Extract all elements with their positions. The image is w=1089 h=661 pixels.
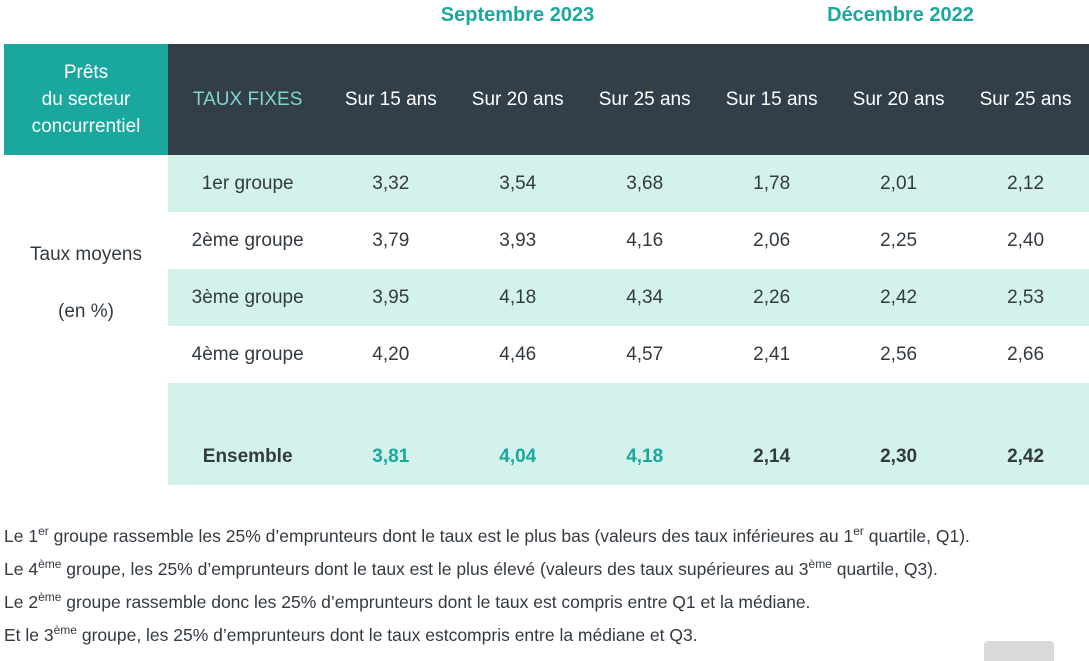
table-cell: 2,42 [880,286,918,308]
table-cell: 4,18 [499,286,537,308]
header-label: TAUX FIXES [192,88,303,110]
footnotes: Le 1er groupe rassemble les 25% d’emprun… [4,520,1084,652]
table-cell: 2,56 [880,343,918,365]
column-header: Sur 15 ans [344,88,437,110]
table-cell: 2,66 [1007,343,1045,365]
table-cell: 3,32 [372,172,410,194]
table-row-total: Ensemble 3,81 4,04 4,18 2,14 2,30 2,42 [168,383,1089,485]
table-cell: 3,68 [626,172,664,194]
table-cell: 4,34 [626,286,664,308]
corner-line-1: Prêts [63,62,109,83]
period-heading-december: Décembre 2022 [827,4,974,26]
table-cell: 2,26 [753,286,791,308]
table-cell: 3,93 [499,229,537,251]
column-header: Sur 25 ans [979,88,1072,110]
side-label-line-1: Taux moyens [30,244,142,265]
table-row: 2ème groupe 3,79 3,93 4,16 2,06 2,25 2,4… [168,212,1089,269]
table-cell: 3,79 [372,229,410,251]
table-cell: 4,18 [626,446,664,467]
row-label: 3ème groupe [191,286,304,308]
row-label: 4ème groupe [191,343,304,365]
corner-line-3: concurrentiel [31,116,141,137]
row-group-label: Taux moyens (en %) [4,226,168,340]
row-label: 1er groupe [201,172,294,194]
table-cell: 3,81 [372,446,410,467]
column-header: Sur 25 ans [598,88,691,110]
table-cell: 3,95 [372,286,410,308]
table-cell: 1,78 [753,172,791,194]
table-cell: 2,25 [880,229,918,251]
column-header: Sur 15 ans [725,88,818,110]
table-cell: 4,46 [499,343,537,365]
table-cell: 4,57 [626,343,664,365]
column-header: Sur 20 ans [471,88,564,110]
period-heading-september: Septembre 2023 [440,4,595,26]
row-label: 2ème groupe [191,229,304,251]
scroll-to-top-button[interactable] [984,641,1054,661]
table-cell: 2,40 [1007,229,1045,251]
corner-header: Prêts du secteur concurrentiel [4,44,168,155]
table-cell: 2,12 [1007,172,1045,194]
row-label: Ensemble [202,446,293,467]
table-cell: 4,04 [499,446,537,467]
corner-line-2: du secteur [41,89,131,110]
table-row: 4ème groupe 4,20 4,46 4,57 2,41 2,56 2,6… [168,326,1089,383]
footnote: Le 1er groupe rassemble les 25% d’emprun… [4,524,970,546]
table-cell: 2,42 [1007,446,1045,467]
table-cell: 2,06 [753,229,791,251]
table-cell: 3,54 [499,172,537,194]
footnote: Le 2ème groupe rassemble donc les 25% d’… [4,590,811,612]
table-header: TAUX FIXES Sur 15 ans Sur 20 ans Sur 25 … [168,44,1089,155]
table-cell: 2,14 [753,446,791,467]
table-cell: 4,20 [372,343,410,365]
table-cell: 2,30 [880,446,918,467]
table-row: 3ème groupe 3,95 4,18 4,34 2,26 2,42 2,5… [168,269,1089,326]
footnote: Et le 3ème groupe, les 25% d’emprunteurs… [4,623,698,645]
table-row: 1er groupe 3,32 3,54 3,68 1,78 2,01 2,12 [168,155,1089,212]
side-label-line-2: (en %) [58,301,114,322]
table-cell: 4,16 [626,229,664,251]
table-cell: 2,53 [1007,286,1045,308]
footnote: Le 4ème groupe, les 25% d’emprunteurs do… [4,557,938,579]
table-cell: 2,41 [753,343,791,365]
table-cell: 2,01 [880,172,918,194]
column-header: Sur 20 ans [852,88,945,110]
